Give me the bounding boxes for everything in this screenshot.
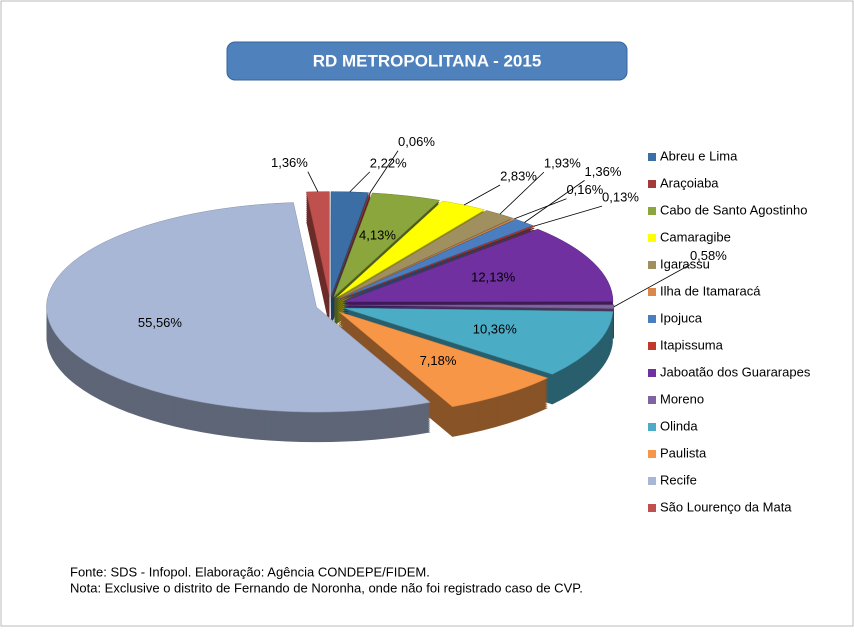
legend-swatch [648, 504, 656, 512]
slice [338, 311, 549, 408]
legend-swatch [648, 342, 656, 350]
slice [306, 191, 330, 297]
leader-line [307, 171, 319, 192]
legend-swatch [648, 423, 656, 431]
leader-line [533, 205, 603, 227]
legend-swatch [648, 315, 656, 323]
title-box [226, 41, 628, 81]
leader-line [369, 150, 399, 193]
data-label: 2,83% [500, 168, 537, 183]
legend-swatch [648, 477, 656, 485]
legend-label: Recife [660, 472, 697, 487]
legend-label: Abreu e Lima [660, 148, 738, 163]
legend-swatch [648, 450, 656, 458]
slice [343, 307, 614, 375]
leader-line [524, 180, 585, 223]
legend-swatch [648, 207, 656, 215]
data-label: 0,16% [566, 182, 603, 197]
data-label: 0,58% [690, 248, 727, 263]
slice [339, 219, 534, 300]
source: Fonte: SDS - Infopol. Elaboração: Agênci… [70, 564, 430, 579]
slice [339, 225, 536, 300]
slice [338, 218, 517, 299]
legend-label: Ipojuca [660, 310, 703, 325]
legend-swatch [648, 369, 656, 377]
data-label: 1,36% [271, 155, 308, 170]
slice-side [340, 227, 535, 302]
slice-side [331, 196, 371, 301]
legend-swatch [648, 234, 656, 242]
data-label: 0,06% [398, 134, 435, 149]
data-label: 10,36% [473, 322, 518, 337]
legend-label: Olinda [660, 418, 698, 433]
legend-label: São Lourenço da Mata [660, 499, 792, 514]
leader-line [613, 264, 691, 308]
legend-label: Ilha de Itamaracá [660, 283, 761, 298]
data-label: 12,13% [471, 270, 516, 285]
leader-line [499, 171, 545, 215]
slice [342, 228, 614, 303]
legend-swatch [648, 288, 656, 296]
leader-line [463, 184, 501, 206]
legend-swatch [648, 153, 656, 161]
chart-title: RD METROPOLITANA - 2015 [313, 51, 542, 70]
data-label: 55,56% [138, 315, 183, 330]
slice [331, 192, 371, 297]
data-label: 2,22% [370, 155, 407, 170]
slice [333, 192, 441, 298]
slice-side [331, 194, 371, 299]
legend-label: Itapissuma [660, 337, 724, 352]
slice [336, 200, 486, 298]
legend-label: Jaboatão dos Guararapes [660, 364, 811, 379]
legend-label: Igarassu [660, 256, 710, 271]
legend-label: Araçoiaba [660, 175, 719, 190]
data-label: 1,36% [585, 164, 622, 179]
legend-swatch [648, 396, 656, 404]
slice [343, 304, 615, 309]
legend-label: Camaragibe [660, 229, 731, 244]
data-label: 0,13% [602, 190, 639, 205]
legend-label: Paulista [660, 445, 707, 460]
slice [338, 210, 514, 299]
slice [46, 202, 431, 413]
legend-swatch [648, 180, 656, 188]
data-label: 1,93% [544, 156, 581, 171]
data-label: 7,18% [420, 353, 457, 368]
legend-swatch [648, 261, 656, 269]
legend-label: Cabo de Santo Agostinho [660, 202, 807, 217]
note: Nota: Exclusive o distrito de Fernando d… [70, 580, 583, 595]
leader-line [349, 171, 371, 193]
data-label: 4,13% [359, 228, 396, 243]
leader-line [514, 198, 567, 220]
legend-label: Moreno [660, 391, 704, 406]
